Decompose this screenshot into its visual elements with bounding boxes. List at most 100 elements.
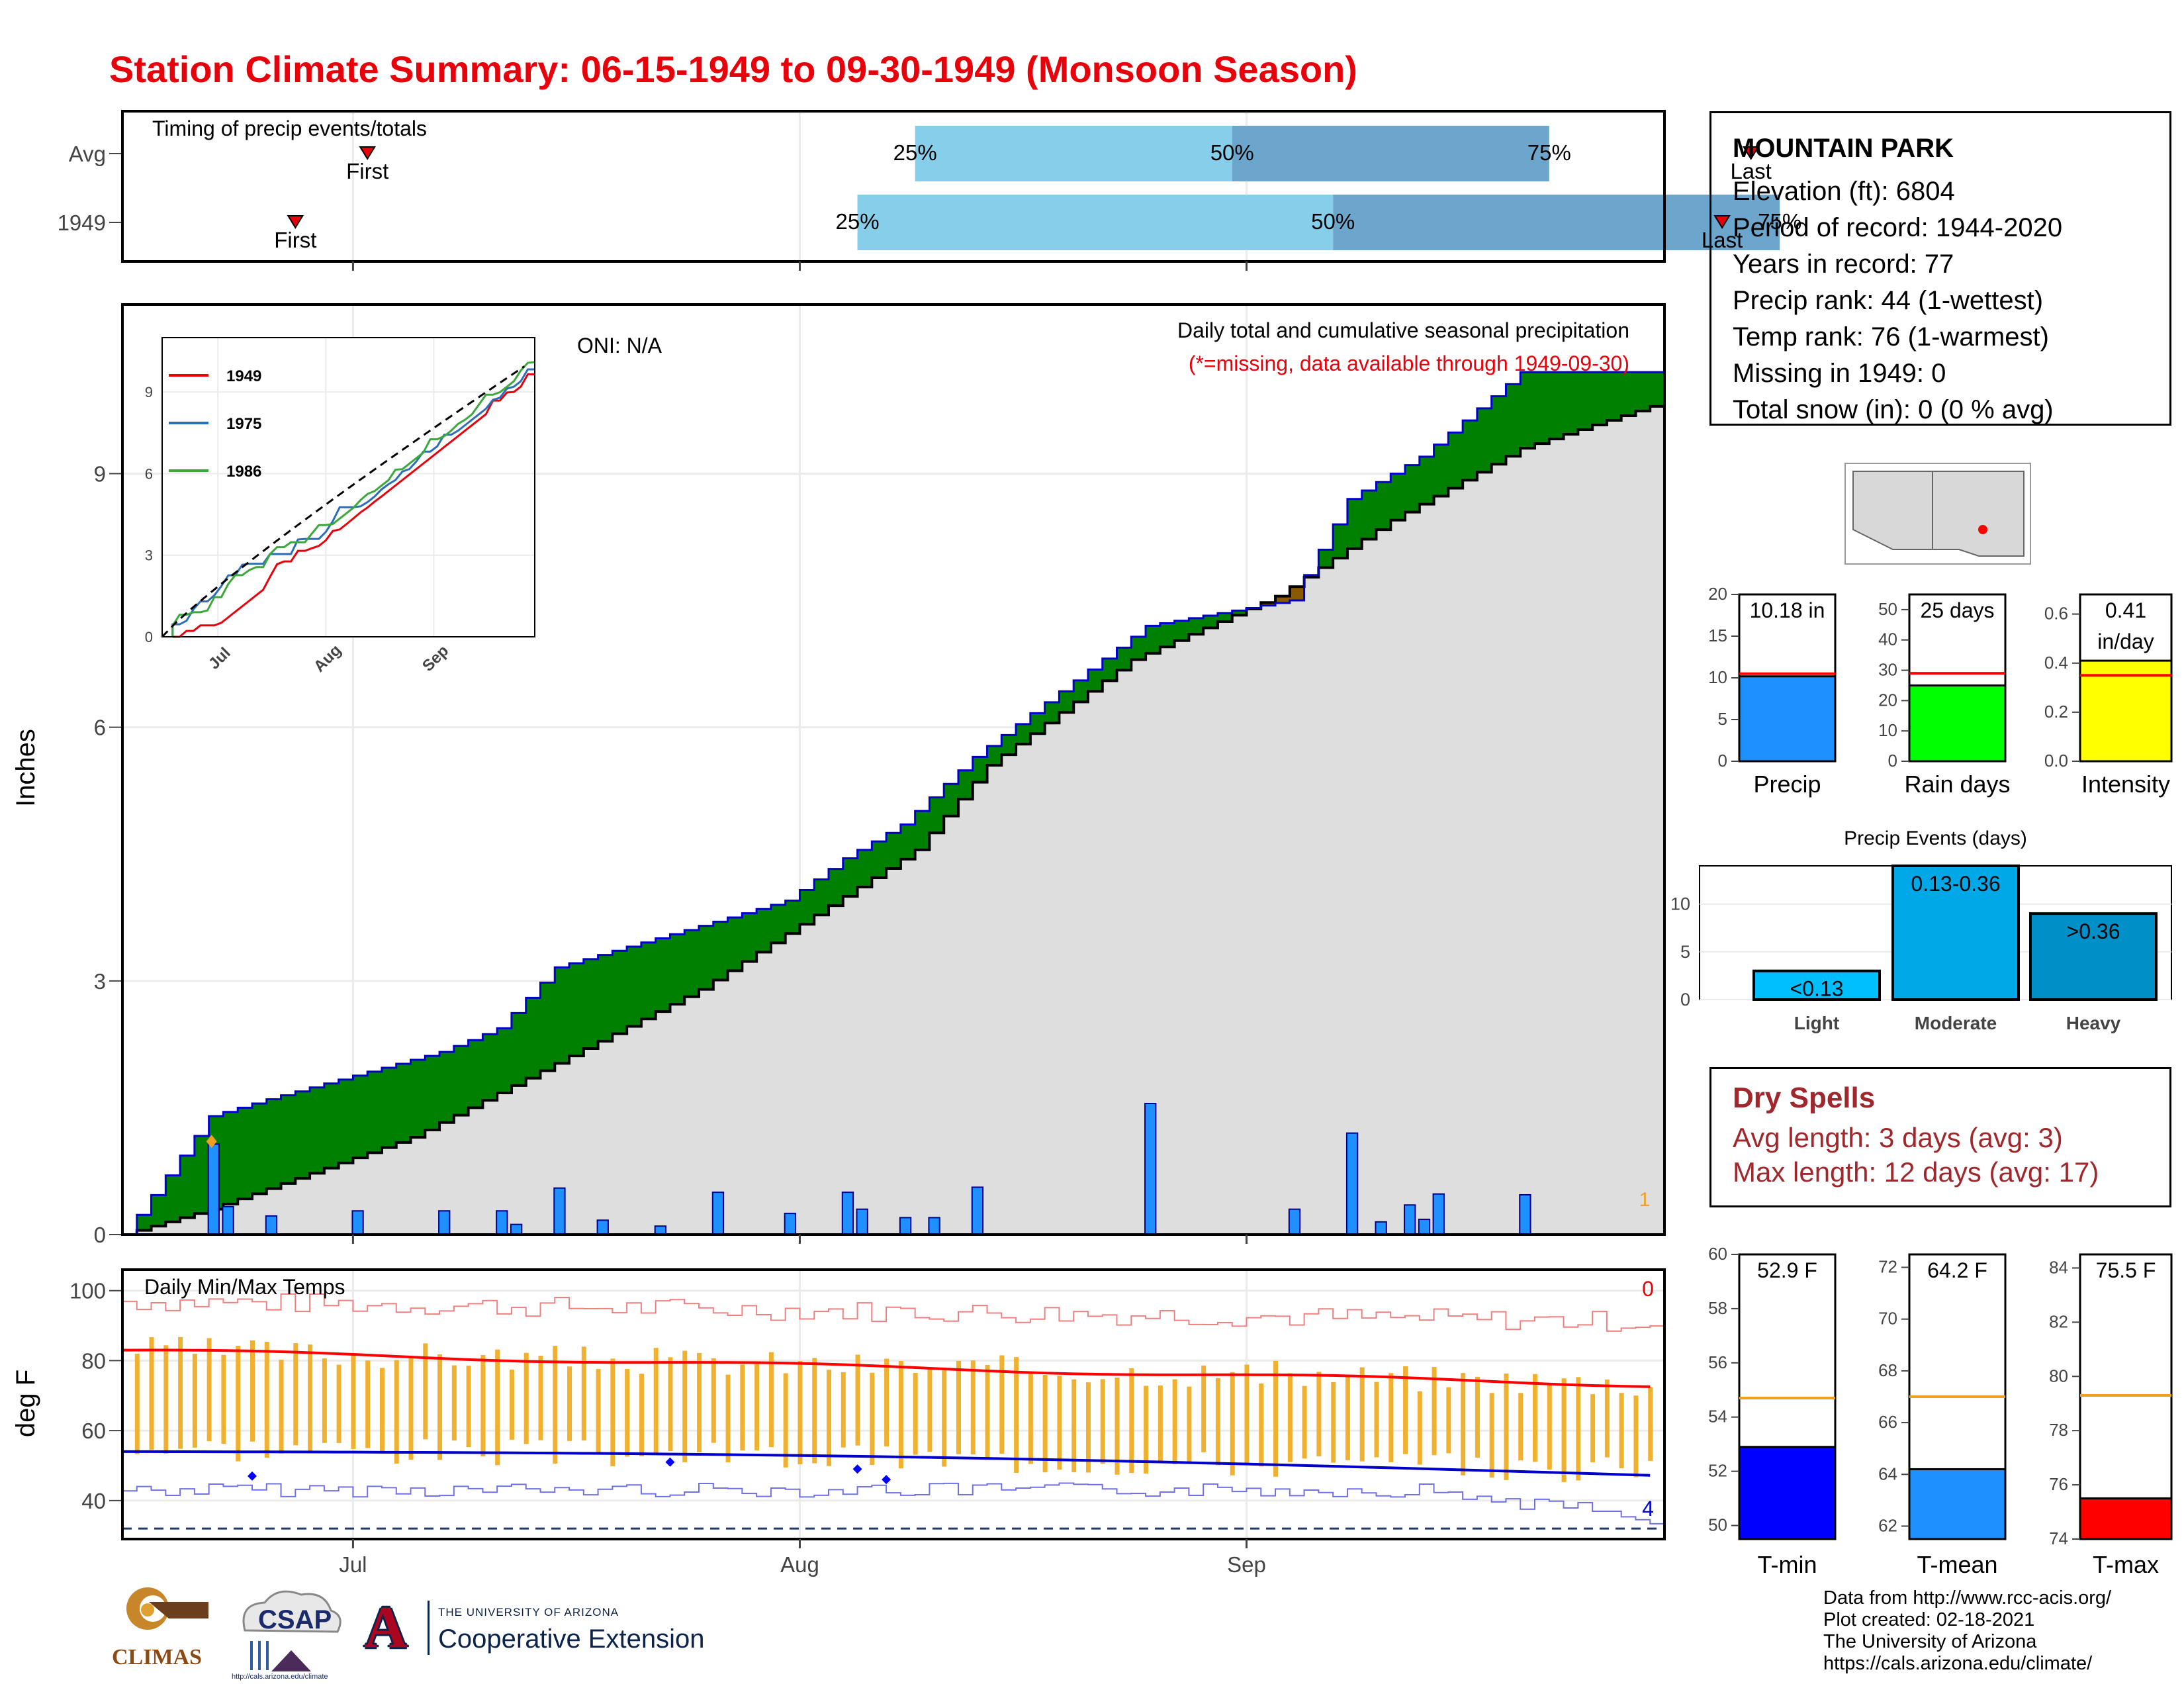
daily-precip-bar — [711, 1192, 725, 1235]
ua-name: THE UNIVERSITY OF ARIZONA — [438, 1606, 619, 1618]
daily-temp-range-bar — [523, 1352, 529, 1444]
surplus-fill — [1477, 408, 1492, 473]
avg-max-temp-line — [122, 1348, 1651, 1388]
credits: Data from http://www.rcc-acis.org/ Plot … — [1823, 1587, 2111, 1675]
daily-temp-range-bar — [495, 1349, 500, 1466]
daily-temp-range-bar — [1273, 1360, 1279, 1477]
daily-temp-range-bar — [336, 1364, 341, 1443]
t-max-y-tick-label: 82 — [2049, 1311, 2068, 1331]
surplus-fill — [1347, 498, 1363, 549]
temp-count-top: 0 — [1642, 1277, 1654, 1301]
daily-temp-range-bar — [322, 1358, 327, 1443]
inset-legend-label: 1986 — [226, 463, 261, 481]
precip-y-tick-label: 3 — [94, 969, 106, 994]
timing-row-label: 1949 — [58, 211, 106, 235]
precip-events-category-label: Moderate — [1915, 1013, 1997, 1033]
t-max-frame — [2079, 1253, 2173, 1540]
surplus-fill — [1318, 549, 1334, 568]
surplus-fill — [1232, 610, 1248, 616]
daily-temp-range-bar — [1071, 1379, 1077, 1473]
daily-precip-bar — [1418, 1219, 1431, 1235]
precip-y-axis-label: Inches — [11, 729, 40, 807]
daily-temp-range-bar — [466, 1366, 471, 1448]
surplus-fill — [453, 1046, 469, 1115]
surplus-fill — [1621, 372, 1637, 416]
surplus-fill — [223, 1111, 238, 1204]
daily-temp-range-bar — [351, 1354, 356, 1449]
daily-temp-range-bar — [1287, 1373, 1293, 1462]
daily-temp-range-bar — [625, 1368, 630, 1457]
daily-temp-range-bar — [827, 1370, 832, 1466]
record-low-marker — [882, 1475, 891, 1485]
t-min-y-tick-label: 56 — [1708, 1352, 1727, 1372]
surplus-fill — [598, 955, 613, 1041]
surplus-fill — [987, 745, 1002, 766]
daily-temp-range-bar — [567, 1366, 572, 1441]
daily-temp-range-bar — [1129, 1368, 1134, 1474]
daily-temp-range-bar — [365, 1360, 371, 1448]
ua-a-logo: A — [364, 1595, 408, 1660]
daily-temp-range-bar — [1187, 1386, 1192, 1462]
daily-temp-range-bar — [1100, 1379, 1105, 1464]
t-max-value-label: 75.5 F — [2096, 1258, 2156, 1282]
station-snow: Total snow (in): 0 (0 % avg) — [1733, 395, 2054, 424]
state-map-west — [1852, 471, 1933, 550]
daily-precip-bar — [1519, 1194, 1531, 1235]
surplus-fill — [842, 858, 858, 897]
record-low-line — [122, 1482, 1664, 1524]
precip-total-bar — [1738, 675, 1837, 763]
daily-precip-bar — [1404, 1204, 1416, 1235]
timing-first-label: First — [274, 228, 316, 252]
daily-temp-range-bar — [451, 1365, 457, 1441]
surplus-fill — [381, 1067, 397, 1148]
timing-pct-label: 50% — [1311, 209, 1355, 234]
timing-pct-label: 75% — [1758, 209, 1801, 234]
daily-temp-range-bar — [1561, 1378, 1567, 1482]
daily-temp-range-bar — [841, 1372, 846, 1448]
daily-temp-range-bar — [1115, 1378, 1120, 1475]
timing-bar-lower — [857, 195, 1334, 250]
surplus-fill — [1087, 669, 1103, 692]
temp-y-tick-label: 100 — [69, 1279, 106, 1303]
inset-y-tick-label: 6 — [145, 465, 153, 482]
daily-temp-range-bar — [1461, 1373, 1466, 1476]
t-mean-y-tick-label: 70 — [1878, 1309, 1897, 1329]
surplus-fill — [194, 1135, 210, 1214]
inset-series-line-1949 — [172, 373, 535, 638]
surplus-fill — [770, 904, 786, 943]
intensity-bar — [2079, 659, 2173, 763]
precip-events-bar-label: <0.13 — [1790, 977, 1844, 1001]
daily-temp-range-bar — [1316, 1372, 1322, 1457]
surplus-fill — [295, 1091, 310, 1179]
daily-temp-range-bar — [1158, 1385, 1163, 1462]
daily-temp-range-bar — [1533, 1374, 1538, 1462]
credit-line: Plot created: 02-18-2021 — [1823, 1609, 2035, 1630]
precip-y-tick-label: 6 — [94, 716, 106, 740]
surplus-fill — [958, 770, 974, 800]
daily-temp-range-bar — [149, 1337, 154, 1450]
daily-precip-bar — [1375, 1221, 1387, 1236]
precip-events-title: Precip Events (days) — [1844, 827, 2027, 849]
surplus-fill — [583, 959, 599, 1049]
daily-temp-range-bar — [1345, 1376, 1350, 1460]
daily-temp-range-bar — [1432, 1367, 1437, 1456]
daily-temp-range-bar — [1403, 1366, 1408, 1454]
t-max-bar — [2079, 1497, 2173, 1540]
precip-total-y-tick-label: 0 — [1718, 751, 1727, 771]
timing-pct-label: 50% — [1210, 140, 1254, 165]
daily-temp-range-bar — [293, 1343, 298, 1446]
t-min-axis-label: T-min — [1758, 1551, 1817, 1578]
surplus-fill — [814, 879, 829, 915]
daily-temp-range-bar — [711, 1358, 716, 1443]
temp-y-tick-label: 80 — [81, 1348, 106, 1373]
precip-total-y-tick-label: 15 — [1708, 626, 1727, 645]
daily-temp-range-bar — [1014, 1357, 1019, 1473]
surplus-fill — [1405, 465, 1420, 512]
daily-temp-range-bar — [279, 1360, 284, 1454]
surplus-fill — [886, 833, 901, 868]
temp-y-tick-label: 60 — [81, 1419, 106, 1443]
daily-temp-range-bar — [437, 1354, 443, 1460]
intensity-value-label-2: in/day — [2097, 630, 2154, 653]
t-min-y-tick-label: 50 — [1708, 1515, 1727, 1535]
daily-temp-range-bar — [999, 1355, 1005, 1454]
